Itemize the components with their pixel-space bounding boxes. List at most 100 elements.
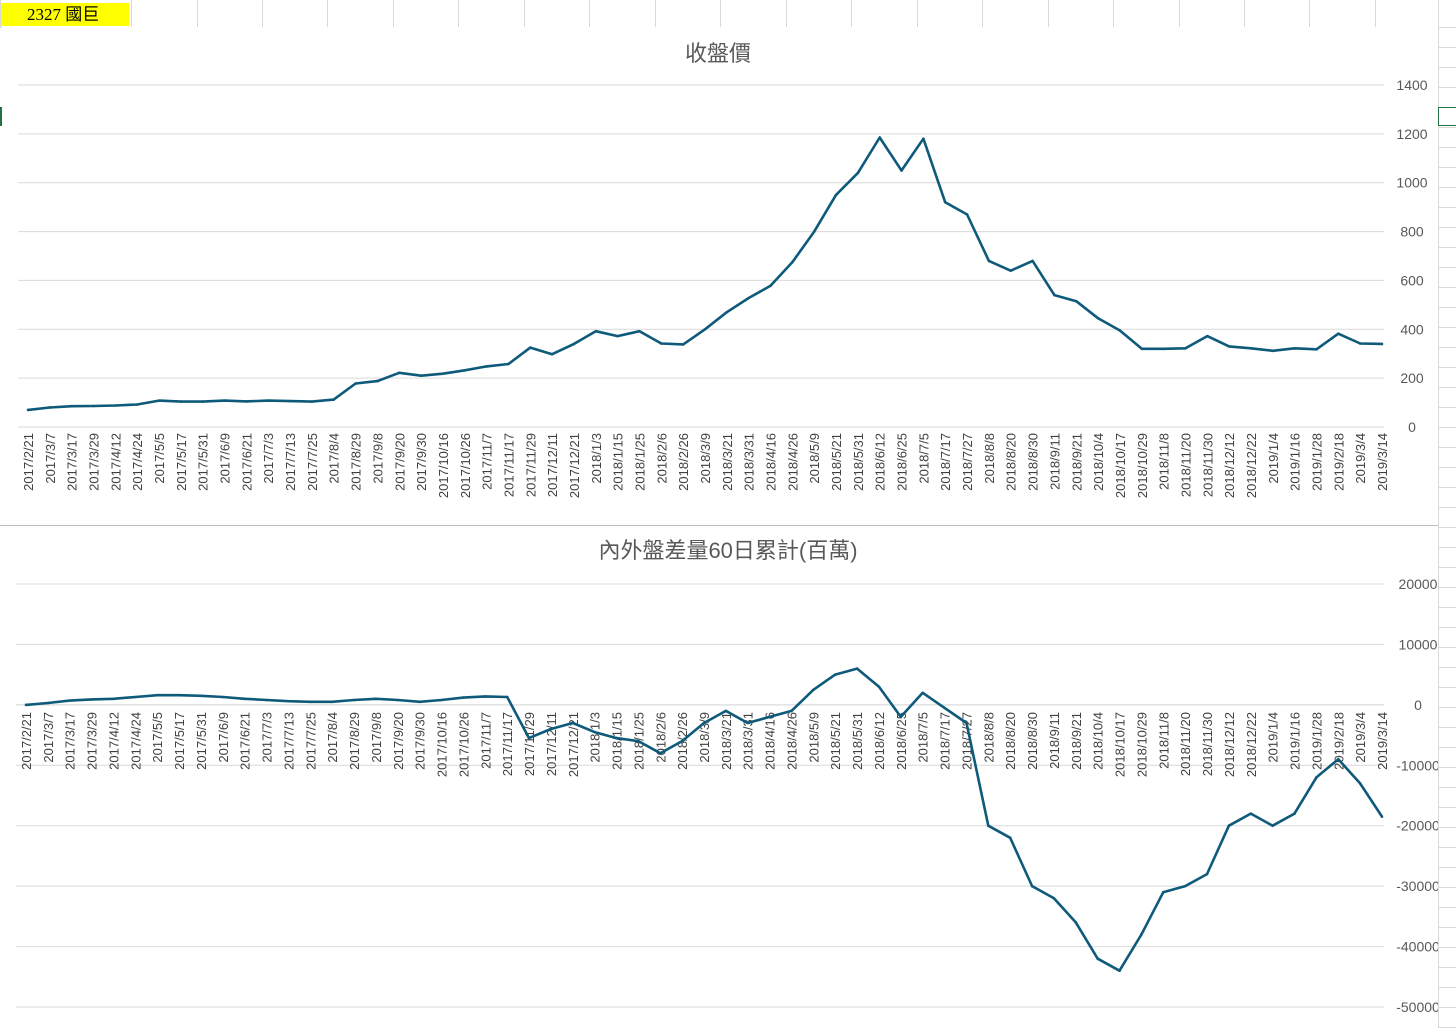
data-point bbox=[463, 369, 467, 372]
x-tick-label: 2018/9/21 bbox=[1069, 712, 1084, 770]
x-tick-label: 2018/4/16 bbox=[763, 712, 778, 770]
cumulative-volume-diff-chart[interactable]: 內外盤差量60日累計(百萬) -50000 -40000 -30000 -20000 -… bbox=[2, 527, 1440, 1027]
x-tick-label: 2017/3/17 bbox=[63, 712, 78, 770]
data-point bbox=[769, 284, 772, 288]
data-point bbox=[637, 739, 640, 743]
x-tick-label: 2017/3/29 bbox=[85, 712, 100, 770]
y-tick-label: 200 bbox=[1400, 370, 1424, 386]
data-point bbox=[1162, 347, 1165, 351]
data-point bbox=[1183, 884, 1187, 888]
data-point bbox=[24, 703, 28, 707]
x-tick-label: 2018/10/4 bbox=[1091, 712, 1106, 770]
y-tick-label: -50000 bbox=[1396, 999, 1438, 1015]
x-tick-label: 2017/5/17 bbox=[172, 712, 187, 770]
data-point bbox=[287, 699, 290, 703]
data-point bbox=[90, 698, 93, 701]
data-point bbox=[157, 399, 161, 402]
x-tick-label: 2017/5/5 bbox=[152, 433, 167, 484]
x-tick-label: 2017/11/29 bbox=[522, 712, 537, 776]
x-tick-label: 2018/11/30 bbox=[1200, 712, 1215, 776]
x-tick-label: 2018/6/12 bbox=[872, 712, 887, 770]
data-point bbox=[352, 698, 356, 702]
data-point bbox=[265, 698, 268, 702]
data-point bbox=[616, 334, 619, 338]
x-tick-label: 2018/12/22 bbox=[1244, 712, 1259, 777]
x-tick-label: 2017/12/11 bbox=[545, 433, 560, 497]
x-tick-label: 2017/9/30 bbox=[414, 433, 429, 491]
data-point bbox=[790, 709, 793, 713]
data-point bbox=[441, 372, 445, 376]
data-point bbox=[1315, 348, 1318, 351]
stock-cell-label[interactable]: 2327 國巨 bbox=[1, 3, 129, 26]
x-tick-label: 2018/5/21 bbox=[828, 712, 843, 770]
data-point bbox=[1053, 293, 1056, 297]
data-point bbox=[1031, 259, 1034, 263]
data-point bbox=[703, 327, 707, 331]
y-tick-label: 600 bbox=[1400, 272, 1424, 288]
y-tick-label: 1200 bbox=[1396, 126, 1427, 142]
x-tick-label: 2017/5/31 bbox=[196, 433, 211, 491]
data-point bbox=[221, 695, 225, 699]
close-price-chart[interactable]: 收盤價 0 200 400 600 800 1000 1200 1400 2017/2/21 20… bbox=[2, 27, 1438, 524]
x-tick-label: 2018/5/9 bbox=[806, 712, 821, 763]
x-tick-label: 2017/11/17 bbox=[500, 712, 515, 776]
data-point bbox=[660, 342, 663, 345]
data-point bbox=[855, 667, 859, 670]
data-point bbox=[1009, 269, 1013, 272]
x-tick-label: 2018/10/29 bbox=[1135, 433, 1150, 498]
data-point bbox=[1293, 347, 1296, 350]
x-tick-label: 2017/11/17 bbox=[501, 433, 516, 497]
series-line bbox=[27, 136, 1383, 412]
x-tick-label: 2018/6/25 bbox=[895, 433, 910, 491]
data-point bbox=[26, 408, 30, 412]
data-point bbox=[92, 404, 95, 408]
x-tick-label: 2017/6/9 bbox=[218, 433, 233, 484]
data-point bbox=[330, 700, 334, 704]
x-tick-label: 2017/4/24 bbox=[128, 712, 143, 770]
data-point bbox=[856, 171, 860, 175]
x-tick-label: 2018/3/21 bbox=[719, 712, 734, 770]
x-tick-label: 2017/3/7 bbox=[43, 433, 58, 484]
data-point bbox=[1315, 776, 1318, 779]
x-tick-label: 2017/9/8 bbox=[369, 712, 384, 763]
data-point bbox=[112, 697, 115, 701]
x-tick-label: 2018/10/4 bbox=[1091, 433, 1106, 491]
x-tick-label: 2017/4/12 bbox=[106, 712, 121, 770]
data-point bbox=[507, 362, 510, 366]
y-tick-label: 20000 bbox=[1399, 576, 1438, 592]
data-point bbox=[1096, 957, 1099, 960]
x-tick-label: 2019/1/28 bbox=[1309, 712, 1324, 770]
data-point bbox=[791, 260, 794, 264]
x-tick-label: 2017/8/4 bbox=[325, 712, 340, 763]
data-point bbox=[527, 736, 531, 740]
data-point bbox=[1074, 921, 1078, 924]
x-tick-label: 2017/12/21 bbox=[566, 712, 581, 777]
data-point bbox=[483, 695, 487, 698]
data-point bbox=[833, 673, 837, 676]
data-point bbox=[878, 136, 882, 139]
x-tick-label: 2018/4/26 bbox=[784, 712, 799, 770]
data-point bbox=[46, 701, 50, 705]
x-tick-label: 2018/3/31 bbox=[742, 433, 757, 491]
x-tick-label: 2017/4/12 bbox=[108, 433, 123, 491]
x-tick-label: 2017/5/17 bbox=[174, 433, 189, 491]
data-point bbox=[638, 329, 641, 333]
data-point bbox=[505, 695, 509, 699]
data-point bbox=[201, 400, 205, 403]
data-point bbox=[681, 343, 685, 346]
data-point bbox=[1227, 824, 1231, 828]
x-tick-label: 2017/7/3 bbox=[261, 433, 276, 484]
data-point bbox=[1205, 334, 1209, 338]
x-tick-label: 2018/7/17 bbox=[938, 433, 953, 491]
data-point bbox=[68, 699, 72, 702]
x-tick-label: 2018/11/20 bbox=[1178, 433, 1193, 497]
x-tick-label: 2018/2/26 bbox=[676, 433, 691, 491]
x-tick-label: 2017/12/21 bbox=[567, 433, 582, 498]
data-point bbox=[1293, 812, 1296, 815]
data-point bbox=[615, 736, 618, 740]
data-point bbox=[418, 700, 421, 704]
x-tick-label: 2017/2/21 bbox=[19, 712, 34, 770]
x-tick-label: 2017/3/7 bbox=[41, 712, 56, 763]
x-tick-label: 2018/5/21 bbox=[829, 433, 844, 491]
x-tick-label: 2017/10/16 bbox=[436, 433, 451, 498]
